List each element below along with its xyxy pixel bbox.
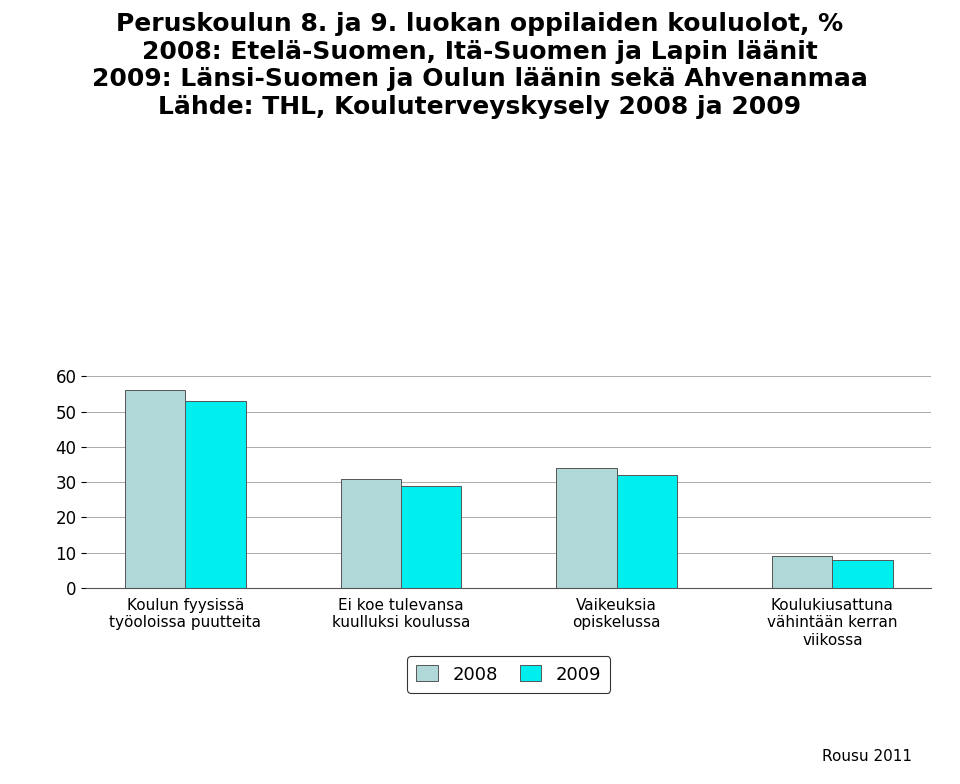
Legend: 2008, 2009: 2008, 2009: [407, 656, 611, 692]
Bar: [832, 560, 893, 588]
Bar: [341, 478, 401, 588]
Bar: [125, 390, 185, 588]
Text: Rousu 2011: Rousu 2011: [822, 750, 912, 764]
Text: Peruskoulun 8. ja 9. luokan oppilaiden kouluolot, %
2008: Etelä-Suomen, Itä-Suom: Peruskoulun 8. ja 9. luokan oppilaiden k…: [92, 12, 868, 119]
Bar: [772, 557, 832, 588]
Bar: [616, 475, 677, 588]
Bar: [401, 485, 462, 588]
Bar: [556, 468, 616, 588]
Bar: [185, 401, 246, 588]
